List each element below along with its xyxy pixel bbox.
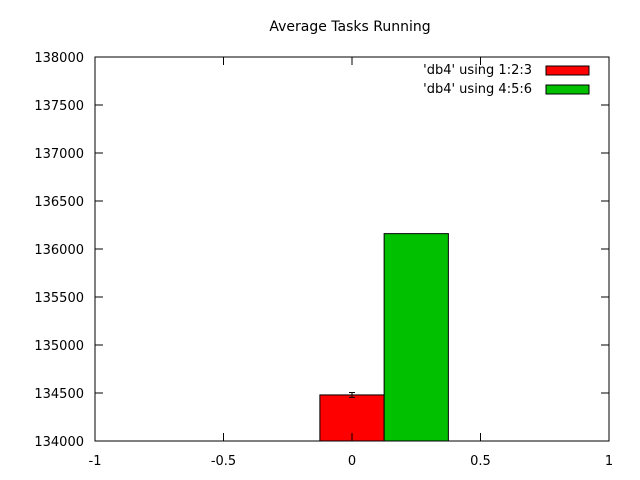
bar-2 [383,233,449,442]
y-tick-label: 137000 [34,147,84,162]
legend-label-2: 'db4' using 4:5:6 [423,82,532,97]
x-tick-label: 0 [348,454,356,469]
y-tick-label: 137500 [34,99,84,114]
plot-border [94,56,610,442]
legend-swatch-2 [545,84,590,95]
y-tick-label: 136500 [34,195,84,210]
x-tick-label: 0.5 [470,454,491,469]
y-tick-label: 138000 [34,51,84,66]
y-tick-label: 134500 [34,387,84,402]
axes: 134000 134500 135000 135500 136000 136500 1370… [34,51,613,469]
legend-swatch-1 [545,65,590,76]
y-tick-label: 135000 [34,339,84,354]
x-tick-label: -0.5 [211,454,236,469]
y-tick-label: 135500 [34,291,84,306]
x-tick-label: -1 [89,454,102,469]
y-tick-label: 134000 [34,435,84,450]
chart-title: Average Tasks Running [269,19,430,35]
x-tick-label: 1 [605,454,613,469]
bars [319,233,449,442]
legend: 'db4' using 1:2:3 'db4' using 4:5:6 [423,63,590,97]
legend-label-1: 'db4' using 1:2:3 [423,63,532,78]
y-tick-label: 136000 [34,243,84,258]
